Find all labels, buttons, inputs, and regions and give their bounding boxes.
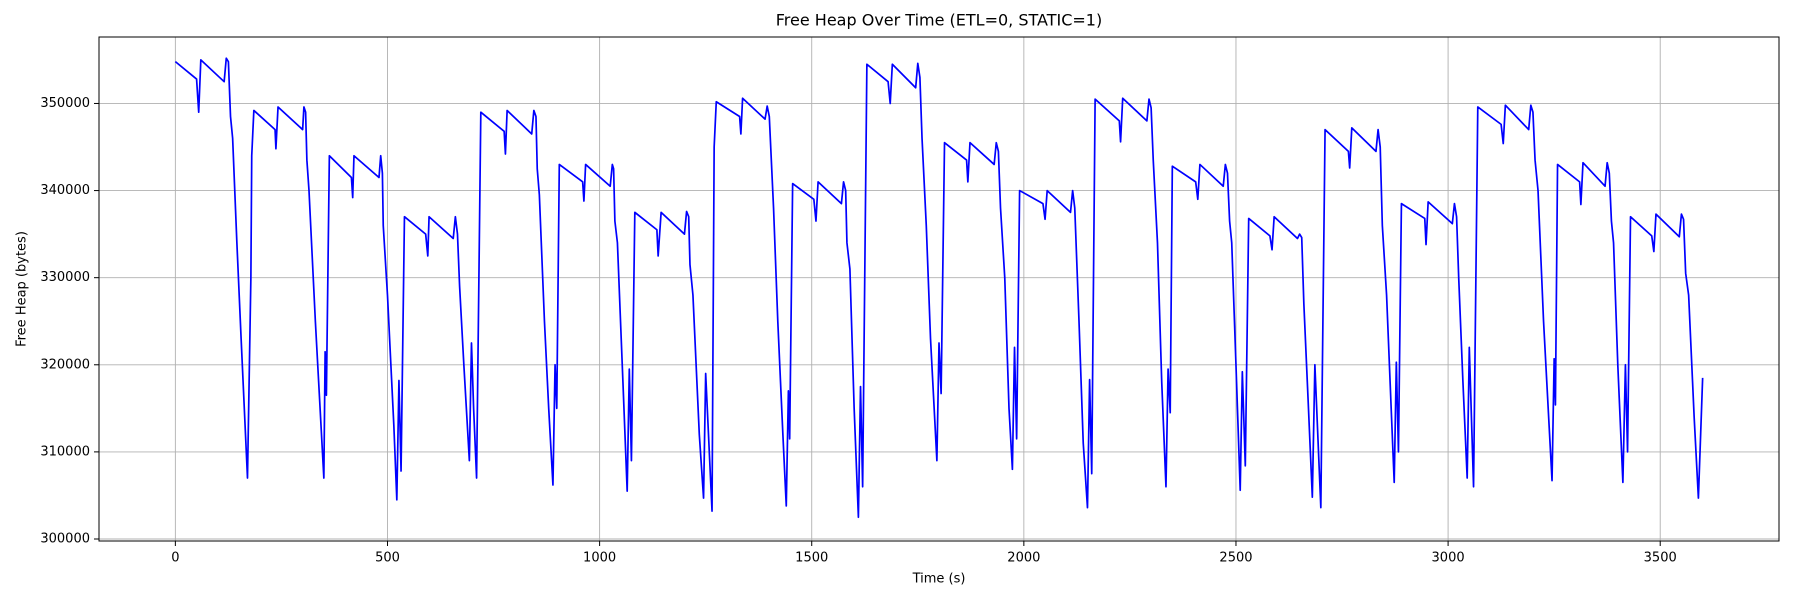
x-tick-label: 3500 <box>1644 551 1677 566</box>
y-axis-label: Free Heap (bytes) <box>15 231 30 347</box>
data-line <box>174 57 1704 519</box>
x-tick-label: 1000 <box>583 551 616 566</box>
x-tick-label: 3000 <box>1432 551 1465 566</box>
x-tick-label: 0 <box>171 551 179 566</box>
x-tick-label: 2000 <box>1007 551 1040 566</box>
y-tick-label: 330000 <box>40 270 90 285</box>
x-tick-label: 1500 <box>795 551 828 566</box>
y-tick-label: 310000 <box>40 444 90 459</box>
y-tick-label: 340000 <box>40 183 90 198</box>
y-tick-label: 320000 <box>40 357 90 372</box>
chart-title: Free Heap Over Time (ETL=0, STATIC=1) <box>776 11 1102 30</box>
y-tick-label: 300000 <box>40 531 90 546</box>
x-tick-label: 2500 <box>1219 551 1252 566</box>
y-tick-label: 350000 <box>40 96 90 111</box>
x-tick-label: 500 <box>375 551 400 566</box>
plot-frame <box>98 36 1780 542</box>
x-axis-label: Time (s) <box>912 572 966 587</box>
